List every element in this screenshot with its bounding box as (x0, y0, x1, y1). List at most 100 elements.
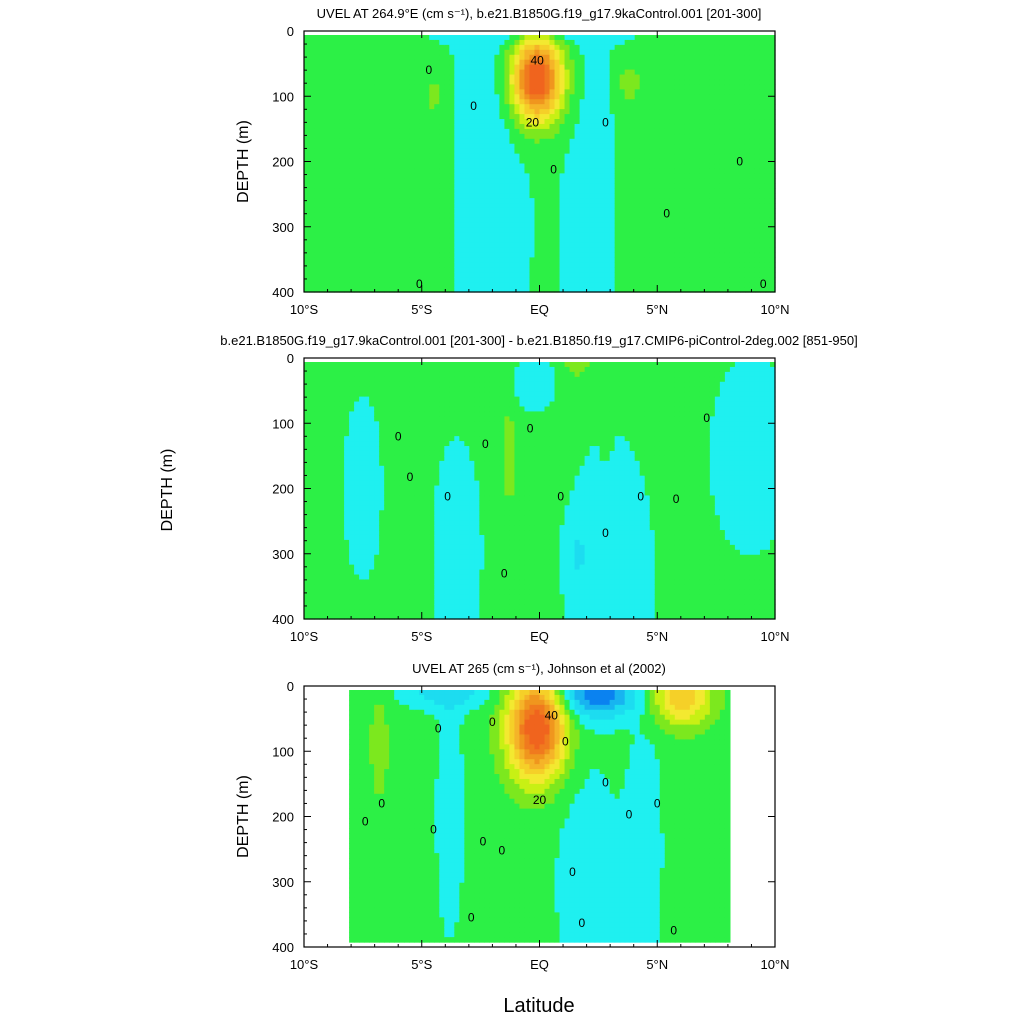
field-cell (424, 193, 430, 199)
field-cell (514, 138, 521, 145)
field-cell (659, 163, 666, 170)
field-cell (304, 475, 310, 482)
field-cell (749, 64, 756, 71)
field-cell (334, 188, 340, 194)
field-cell (689, 123, 696, 130)
field-cell (469, 282, 475, 288)
field-cell (434, 143, 440, 150)
field-cell (754, 252, 761, 258)
field-cell (394, 257, 400, 263)
field-cell (409, 74, 415, 81)
field-cell (409, 114, 415, 120)
field-cell (514, 217, 521, 224)
field-cell (529, 227, 536, 234)
field-cell (649, 252, 656, 258)
field-cell (689, 287, 696, 293)
field-cell (324, 39, 330, 46)
field-cell (619, 133, 626, 140)
field-cell (329, 35, 335, 41)
field-cell (364, 257, 370, 263)
field-cell (364, 282, 370, 288)
field-cell (364, 193, 370, 199)
field-cell (519, 49, 526, 56)
field-cell (734, 123, 741, 130)
field-cell (559, 193, 566, 199)
field-cell (499, 104, 506, 110)
field-cell (544, 104, 551, 110)
field-cell (304, 287, 310, 293)
field-cell (579, 44, 586, 51)
field-cell (464, 133, 470, 140)
field-cell (419, 237, 425, 244)
field-cell (359, 39, 365, 46)
field-cell (319, 222, 325, 229)
field-cell (634, 203, 641, 209)
field-cell (309, 133, 315, 140)
field-cell (549, 212, 556, 219)
field-cell (449, 114, 455, 120)
field-cell (434, 133, 440, 140)
field-cell (529, 207, 536, 214)
field-cell (564, 94, 571, 100)
field-cell (414, 178, 420, 184)
field-cell (714, 257, 721, 263)
field-cell (704, 203, 711, 209)
field-cell (474, 79, 480, 86)
field-cell (559, 133, 566, 140)
field-cell (734, 89, 741, 95)
field-cell (644, 188, 651, 194)
field-cell (399, 178, 405, 184)
field-cell (594, 158, 601, 165)
field-cell (649, 188, 656, 194)
field-cell (459, 74, 465, 81)
field-cell (624, 183, 631, 189)
field-cell (429, 69, 435, 76)
field-cell (549, 287, 556, 293)
field-cell (424, 203, 430, 209)
field-cell (474, 44, 480, 51)
field-cell (519, 232, 526, 239)
field-cell (674, 168, 681, 174)
field-cell (414, 35, 420, 41)
field-cell (339, 104, 345, 110)
field-cell (309, 128, 315, 135)
field-cell (769, 257, 776, 263)
field-cell (769, 128, 776, 135)
field-cell (344, 59, 350, 66)
field-cell (544, 178, 551, 184)
field-cell (644, 133, 651, 140)
field-cell (724, 212, 731, 219)
field-cell (514, 84, 521, 90)
field-cell (714, 227, 721, 234)
field-cell (674, 39, 681, 46)
field-cell (624, 247, 631, 254)
field-cell (339, 64, 345, 71)
field-cell (459, 94, 465, 100)
field-cell (629, 74, 636, 81)
field-cell (594, 138, 601, 145)
field-cell (489, 232, 495, 239)
field-cell (429, 222, 435, 229)
field-cell (594, 168, 601, 174)
field-cell (344, 207, 350, 214)
field-cell (599, 99, 606, 105)
field-cell (634, 114, 641, 120)
field-cell (414, 109, 420, 115)
field-cell (614, 178, 621, 184)
field-cell (334, 173, 340, 179)
field-cell (524, 119, 531, 125)
field-cell (479, 64, 485, 71)
field-cell (304, 44, 310, 51)
field-cell (399, 69, 405, 76)
field-cell (699, 59, 706, 66)
field-cell (629, 222, 636, 229)
field-cell (459, 212, 465, 219)
field-cell (319, 153, 325, 160)
field-cell (344, 123, 350, 130)
field-cell (339, 262, 345, 268)
field-cell (329, 99, 335, 105)
field-cell (319, 39, 325, 46)
field-cell (504, 54, 511, 61)
field-cell (384, 207, 390, 214)
field-cell (354, 232, 360, 239)
